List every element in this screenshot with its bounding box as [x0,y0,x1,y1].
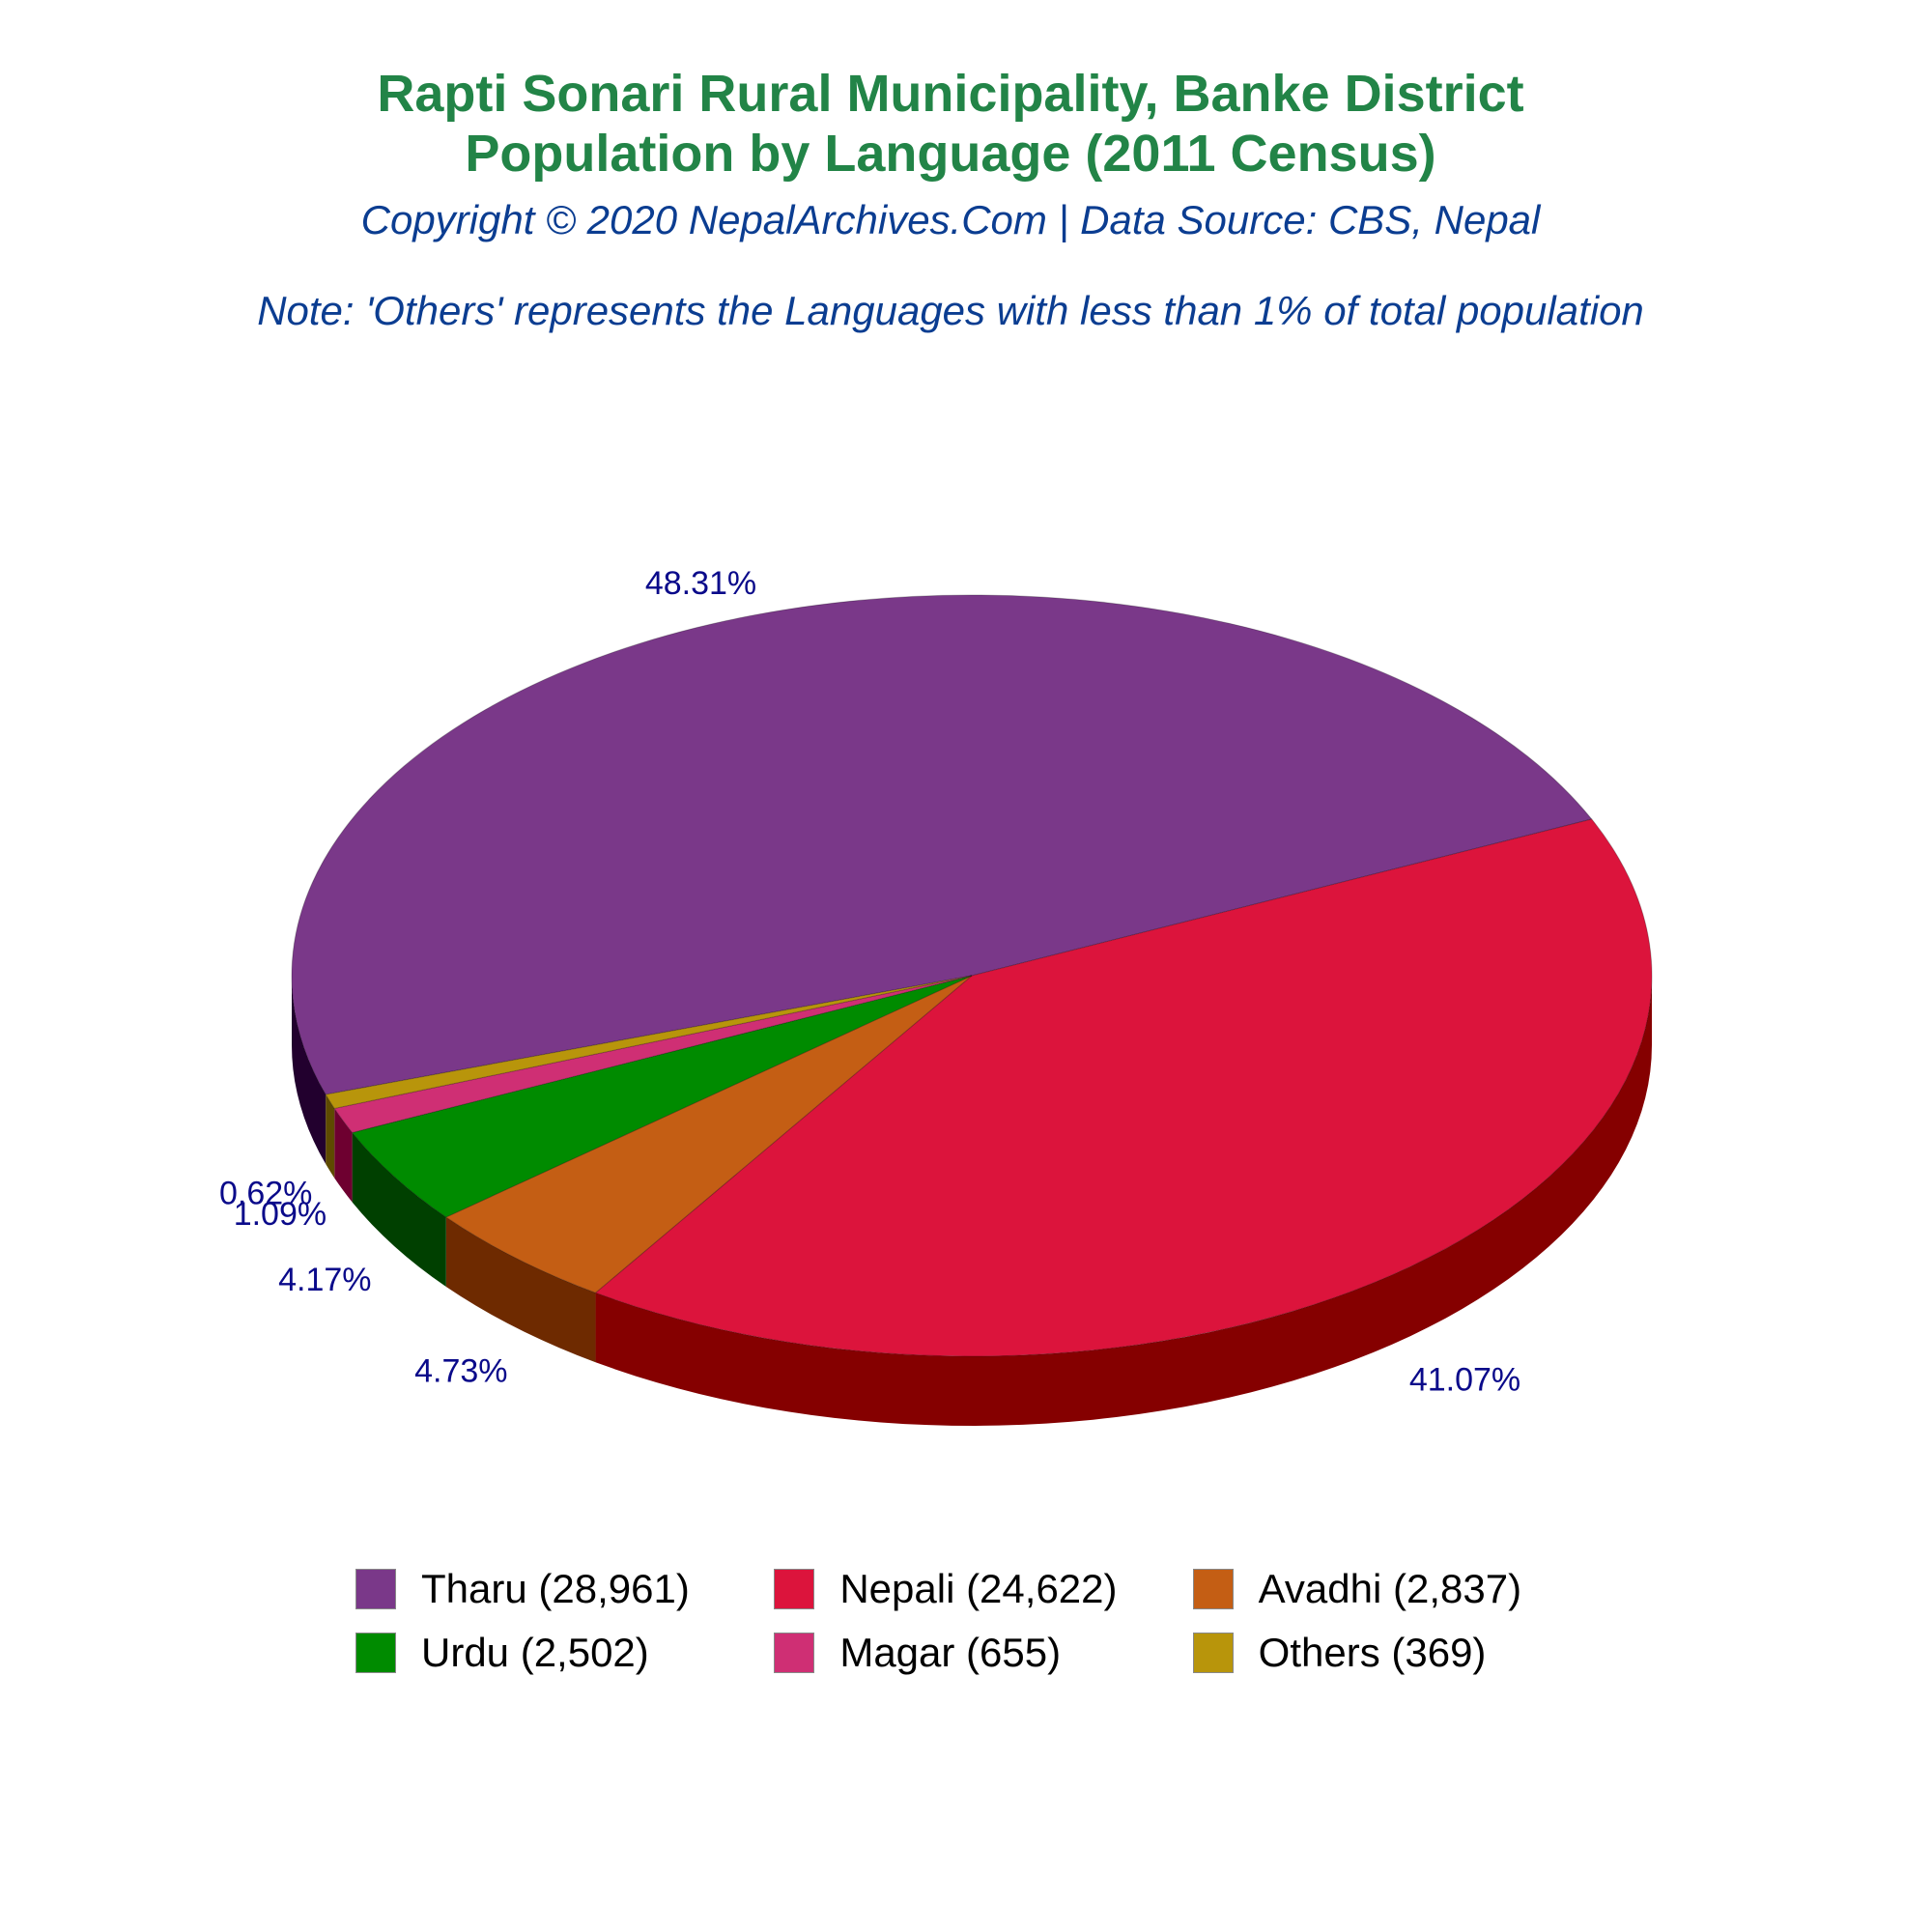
legend-item-others: Others (369) [1192,1630,1611,1676]
legend-item-urdu: Urdu (2,502) [355,1630,774,1676]
legend-label-others: Others (369) [1258,1630,1487,1675]
legend-swatch-others [1192,1633,1234,1673]
pie-side-nepali [595,976,1652,1426]
legend-label-urdu: Urdu (2,502) [421,1630,649,1675]
pie-side-magar [334,1108,353,1203]
chart-subtitle: Copyright © 2020 NepalArchives.Com | Dat… [360,197,1541,242]
legend-swatch-nepali [774,1569,815,1609]
chart-note: Note: 'Others' represents the Languages … [257,288,1644,333]
legend: Tharu (28,961) Nepali (24,622) Avadhi (2… [355,1557,1611,1685]
pie-slice-urdu [351,975,973,1218]
pct-label-tharu: 48.31% [645,565,756,602]
legend-item-avadhi: Avadhi (2,837) [1192,1566,1611,1612]
pie-slice-avadhi [444,975,973,1293]
pie-side-others [326,1094,335,1179]
legend-label-tharu: Tharu (28,961) [421,1566,690,1611]
legend-item-nepali: Nepali (24,622) [774,1566,1192,1612]
legend-swatch-avadhi [1192,1569,1234,1609]
legend-swatch-tharu [355,1569,396,1609]
pie-side-avadhi [445,1216,596,1363]
legend-label-magar: Magar (655) [839,1630,1062,1675]
pie-slices [291,594,1653,1357]
legend-label-avadhi: Avadhi (2,837) [1258,1566,1522,1611]
pct-label-nepali: 41.07% [1409,1361,1520,1398]
pie-slice-others [325,975,973,1109]
legend-row: Tharu (28,961) Nepali (24,622) Avadhi (2… [355,1557,1611,1621]
pct-label-avadhi: 4.73% [414,1352,507,1389]
legend-swatch-magar [774,1633,815,1673]
legend-row: Urdu (2,502) Magar (655) Others (369) [355,1621,1611,1685]
legend-item-magar: Magar (655) [774,1630,1192,1676]
pie-percent-labels: 48.31% 41.07% 4.73% 4.17% 1.09%0.62% [219,565,1520,1398]
pct-label-magar: 1.09% [234,1196,327,1233]
chart-title-line-2: Population by Language (2011 Census) [465,125,1436,183]
pie-side-urdu [352,1132,446,1287]
pie-sides [292,976,1652,1426]
pct-label-others: 0.62% [219,1175,312,1211]
pie-side-tharu [292,976,327,1165]
pct-label-urdu: 4.17% [278,1262,371,1298]
legend-item-tharu: Tharu (28,961) [355,1566,774,1612]
pie-slice-nepali [594,818,1653,1357]
legend-swatch-urdu [355,1633,396,1673]
pie-slice-tharu [291,594,1593,1095]
chart-title-line-1: Rapti Sonari Rural Municipality, Banke D… [377,65,1524,123]
pie-slice-magar [333,975,973,1134]
legend-label-nepali: Nepali (24,622) [839,1566,1118,1611]
